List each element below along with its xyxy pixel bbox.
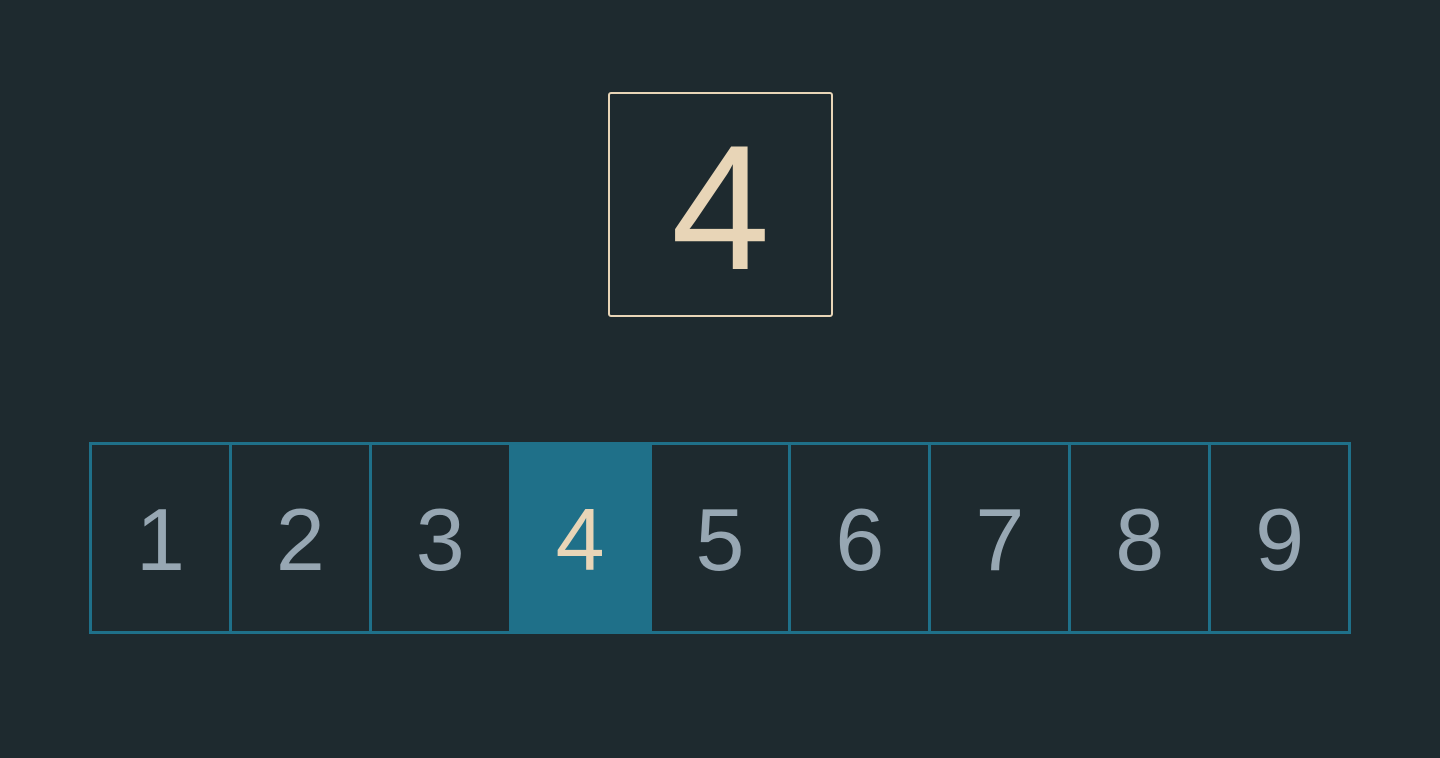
- number-option-8[interactable]: 8: [1071, 445, 1212, 631]
- number-option-5[interactable]: 5: [651, 445, 792, 631]
- number-option-9[interactable]: 9: [1211, 445, 1349, 631]
- number-selector: 1 2 3 4 5 6 7 8 9: [89, 442, 1351, 634]
- number-option-6[interactable]: 6: [791, 445, 932, 631]
- selected-number-value: 4: [671, 107, 770, 307]
- number-option-3[interactable]: 3: [371, 445, 512, 631]
- number-option-4[interactable]: 4: [511, 445, 652, 631]
- number-option-7[interactable]: 7: [931, 445, 1072, 631]
- selected-number-display: 4: [608, 92, 833, 317]
- number-option-1[interactable]: 1: [92, 445, 232, 631]
- number-option-2[interactable]: 2: [231, 445, 372, 631]
